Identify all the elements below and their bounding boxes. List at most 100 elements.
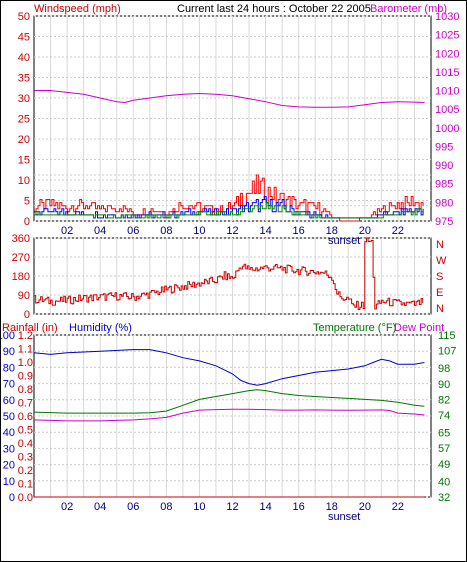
direction-tick-label: 360: [12, 233, 30, 245]
humidity-tick-label: 70: [3, 379, 15, 391]
compass-label: E: [436, 287, 443, 299]
temperature-line: [33, 389, 425, 414]
barometer-tick-label: 975: [435, 216, 453, 228]
temperature-tick-label: 32: [438, 492, 450, 504]
x-tick-label: 22: [392, 501, 404, 513]
x-tick-label: 02: [61, 225, 73, 237]
barometer-axis-title: Barometer (mb): [370, 3, 447, 15]
x-tick-label: 04: [94, 225, 106, 237]
direction-tick-label: 180: [12, 271, 30, 283]
barometer-tick-label: 1000: [435, 123, 459, 135]
wind-direction-trace: [34, 237, 424, 310]
sunset-label: sunset: [328, 511, 360, 523]
rainfall-tick-label: 0.2: [18, 465, 33, 477]
humidity-tick-label: 20: [3, 460, 15, 472]
wind-tick-label: 0: [24, 216, 30, 228]
x-tick-label: 20: [359, 501, 371, 513]
x-tick-label: 22: [392, 225, 404, 237]
barometer-tick-label: 985: [435, 179, 453, 191]
x-tick-label: 10: [193, 225, 205, 237]
temperature-tick-label: 115: [438, 330, 456, 342]
temperature-tick-label: 49: [438, 459, 450, 471]
wind-tick-label: 25: [18, 114, 30, 126]
x-tick-label: 12: [226, 501, 238, 513]
rainfall-tick-label: 1.1: [18, 344, 33, 356]
x-tick-label: 10: [193, 501, 205, 513]
x-tick-label: 16: [293, 501, 305, 513]
wind-tick-label: 15: [18, 155, 30, 167]
wind-tick-label: 10: [18, 175, 30, 187]
humidity-axis-title: Humidity (%): [69, 322, 132, 334]
compass-label: S: [436, 271, 443, 283]
humidity-tick-label: 10: [3, 476, 15, 488]
rainfall-tick-label: 1.2: [18, 330, 33, 342]
x-tick-label: 16: [293, 225, 305, 237]
dewpoint-axis-title: Dew Point: [394, 322, 444, 334]
temperature-tick-label: 107: [438, 346, 456, 358]
rainfall-tick-label: 0.5: [18, 425, 33, 437]
wind-tick-label: 30: [18, 93, 30, 105]
barometer-tick-label: 990: [435, 160, 453, 172]
rainfall-tick-label: 0.4: [18, 438, 33, 450]
humidity-tick-label: 90: [3, 346, 15, 358]
dewpoint-line: [33, 408, 425, 422]
barometer-line: [34, 90, 425, 108]
direction-tick-label: 270: [12, 252, 30, 264]
wind-tick-label: 20: [18, 134, 30, 146]
x-tick-label: 20: [359, 225, 371, 237]
humidity-tick-label: 60: [3, 395, 15, 407]
rainfall-axis-title: Rainfall (in): [2, 322, 58, 334]
humidity-tick-label: 50: [3, 411, 15, 423]
temperature-tick-label: 98: [438, 363, 450, 375]
x-tick-label: 04: [94, 501, 106, 513]
x-tick-label: 06: [127, 225, 139, 237]
barometer-tick-label: 1015: [435, 67, 459, 79]
compass-label: N: [436, 303, 444, 315]
temperature-tick-label: 82: [438, 394, 450, 406]
humidity-tick-label: 30: [3, 443, 15, 455]
rainfall-tick-label: 1.0: [18, 357, 33, 369]
humidity-tick-label: 40: [3, 427, 15, 439]
wind-tick-label: 40: [18, 52, 30, 64]
compass-label: W: [436, 255, 447, 267]
rainfall-tick-label: 0.7: [18, 398, 33, 410]
x-tick-label: 14: [259, 501, 271, 513]
temperature-tick-label: 65: [438, 428, 450, 440]
rainfall-tick-label: 0.6: [18, 411, 33, 423]
temperature-tick-label: 40: [438, 476, 450, 488]
chart-title: Current last 24 hours : October 22 2005: [177, 3, 371, 15]
barometer-tick-label: 1010: [435, 86, 459, 98]
humidity-tick-label: 0: [9, 492, 15, 504]
x-tick-label: 14: [259, 225, 271, 237]
wind-tick-label: 35: [18, 73, 30, 85]
rainfall-tick-label: 0.3: [18, 452, 33, 464]
barometer-tick-label: 995: [435, 141, 453, 153]
barometer-tick-label: 1030: [435, 11, 459, 23]
humidity-line: [33, 349, 425, 386]
rainfall-tick-label: 0.8: [18, 384, 33, 396]
x-tick-label: 02: [61, 501, 73, 513]
x-tick-label: 08: [160, 225, 172, 237]
barometer-tick-label: 1005: [435, 104, 459, 116]
sunset-label: sunset: [328, 235, 360, 247]
humidity-tick-label: 100: [1, 330, 15, 342]
rainfall-tick-label: 0.9: [18, 371, 33, 383]
wind-tick-label: 5: [24, 196, 30, 208]
x-tick-label: 12: [226, 225, 238, 237]
humidity-tick-label: 80: [3, 362, 15, 374]
temperature-tick-label: 57: [438, 443, 450, 455]
windspeed-axis-title: Windspeed (mph): [34, 3, 121, 15]
barometer-tick-label: 1020: [435, 48, 459, 60]
x-tick-label: 08: [160, 501, 172, 513]
direction-tick-label: 90: [18, 290, 30, 302]
rainfall-tick-label: 0.0: [18, 492, 33, 504]
compass-label: N: [436, 239, 444, 251]
temperature-tick-label: 74: [438, 410, 450, 422]
temperature-axis-title: Temperature (°F): [313, 322, 396, 334]
x-tick-label: 06: [127, 501, 139, 513]
temperature-tick-label: 90: [438, 379, 450, 391]
x-tick-label: 18: [326, 501, 338, 513]
barometer-tick-label: 1025: [435, 30, 459, 42]
